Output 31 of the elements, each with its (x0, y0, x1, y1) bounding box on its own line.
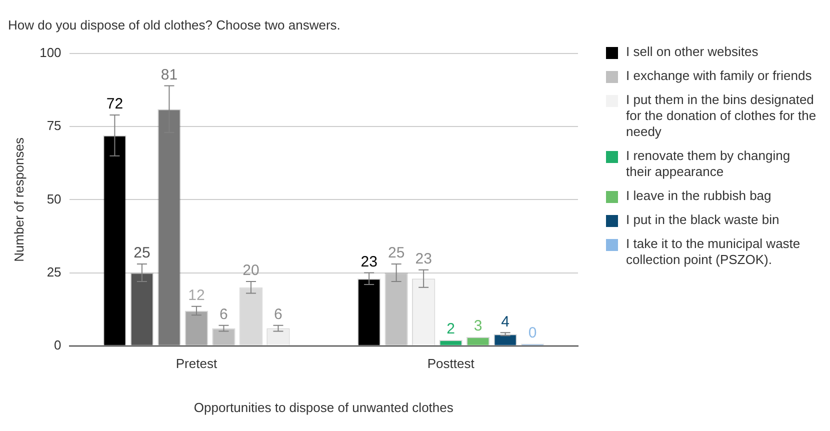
data-label: 3 (474, 318, 482, 335)
legend-label: I renovate them by changing their appearance (626, 148, 792, 180)
y-tick-label: 100 (40, 45, 62, 60)
data-label: 6 (220, 306, 228, 323)
legend-label: I leave in the rubbish bag (626, 188, 772, 204)
chart-title: How do you dispose of old clothes? Choose two answers. (8, 17, 340, 32)
x-tick-label: Posttest (427, 356, 475, 372)
y-tick-label: 0 (54, 337, 62, 352)
data-label: 25 (134, 244, 150, 262)
data-label: 4 (501, 313, 510, 330)
legend-label: I exchange with family or friends (626, 68, 812, 84)
data-label: 72 (106, 96, 124, 113)
legend-label: I put in the black waste bin (626, 212, 780, 228)
x-tick-label: Pretest (176, 356, 218, 372)
y-tick-label: 25 (46, 264, 62, 280)
y-axis-title: Number of responses (11, 137, 26, 262)
y-tick-label: 75 (46, 118, 62, 134)
legend-label: I put them in the bins designated for the donation of clothes for the needy (626, 92, 818, 140)
legend-label: I take it to the municipal waste collection point (PSZOK). (626, 236, 802, 268)
data-label: 23 (360, 253, 378, 270)
data-label: 81 (160, 66, 178, 84)
data-label: 12 (188, 286, 205, 304)
data-label: 2 (446, 320, 455, 338)
data-label: 20 (242, 262, 260, 280)
data-label: 23 (415, 250, 432, 268)
x-axis-title: Opportunities to dispose of unwanted clothes (194, 400, 454, 415)
data-label: 6 (274, 306, 282, 323)
legend-label: I sell on other websites (626, 44, 758, 60)
y-tick-label: 50 (46, 191, 62, 206)
data-label: 0 (528, 324, 537, 342)
data-label: 25 (388, 244, 405, 262)
